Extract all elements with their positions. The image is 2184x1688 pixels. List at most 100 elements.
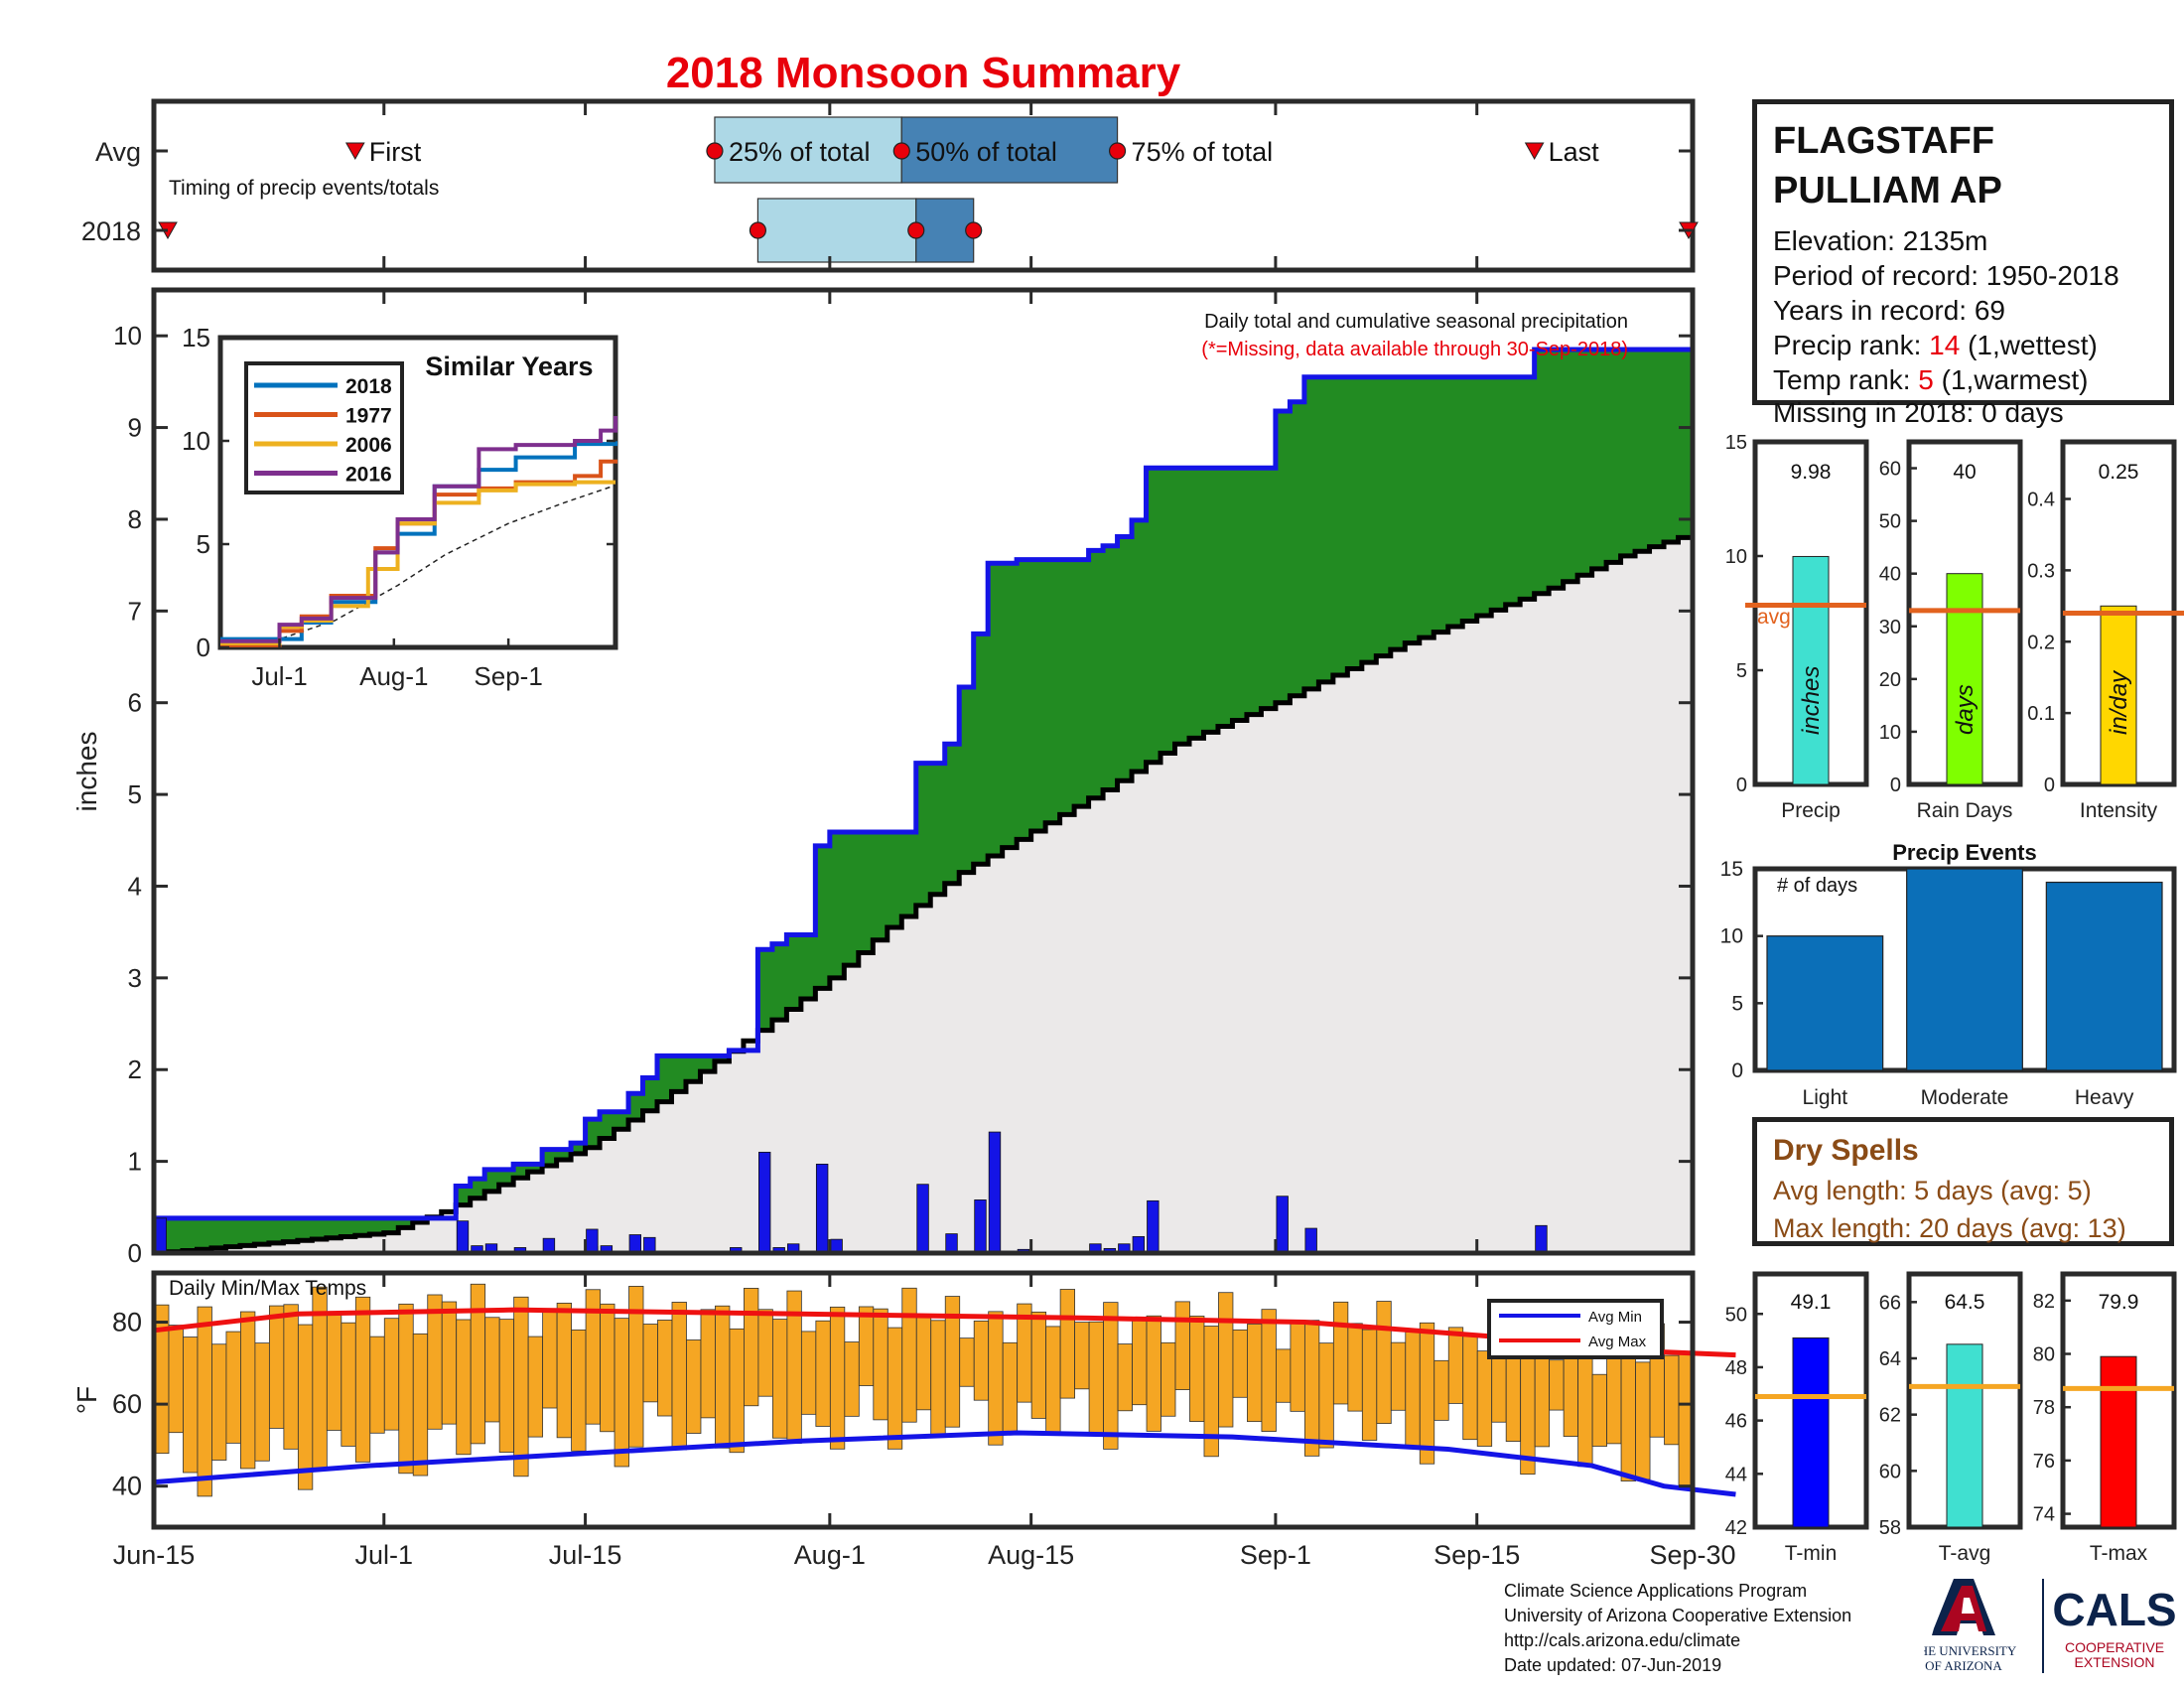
precip-rank-value: 14	[1929, 330, 1961, 360]
events-bar-Heavy	[2045, 881, 2163, 1071]
precip-ytick-label: 6	[128, 688, 142, 718]
dry-spells-max-length: Max length: 20 days (avg: 13)	[1773, 1213, 2126, 1243]
legend-label-avg-min: Avg Min	[1588, 1309, 1642, 1326]
timing-avg-last-marker	[1524, 142, 1545, 161]
tmean-bar-T-min	[1792, 1336, 1830, 1528]
mini-value-label-0: 9.98	[1791, 461, 1832, 484]
date-axis-tick-label: Sep-1	[1240, 1540, 1311, 1570]
daily-temp-bar	[542, 1311, 558, 1409]
daily-temp-bar	[183, 1336, 199, 1474]
events-ytick-label: 15	[1720, 858, 1743, 881]
precip-ytick-label: 5	[128, 779, 142, 809]
station-precip-rank: Precip rank: 14 (1,wettest)	[1773, 328, 2153, 362]
daily-temp-bar	[1002, 1341, 1019, 1435]
daily-temp-bar	[1419, 1322, 1435, 1465]
mini-ytick-label: 60	[1879, 459, 1901, 481]
temp-rank-value: 5	[1918, 364, 1934, 395]
mini-avg-label: avg	[1757, 606, 1791, 629]
date-axis-tick-label: Jul-15	[549, 1540, 622, 1570]
events-bar-Moderate	[1906, 868, 2023, 1071]
university-of-arizona-logo: THE UNIVERSITY OF ARIZONA	[1911, 1579, 2017, 1673]
tmean-ytick-label: 74	[2033, 1504, 2055, 1526]
daily-temp-bar	[1059, 1289, 1076, 1399]
daily-temp-bar	[829, 1306, 846, 1450]
daily-temp-bar	[1103, 1302, 1119, 1450]
inset-average-line	[219, 485, 616, 648]
credits-line4: Date updated: 07-Jun-2019	[1504, 1655, 1722, 1675]
daily-temp-bar	[686, 1339, 702, 1434]
daily-temp-bar	[1433, 1359, 1449, 1421]
tmean-value-label-1: 64.5	[1945, 1291, 1985, 1314]
tmean-bar-T-max	[2100, 1355, 2137, 1528]
daily-temp-bar	[973, 1320, 990, 1401]
daily-temp-bar	[283, 1304, 299, 1450]
inset-ytick-label: 5	[197, 529, 210, 559]
daily-temp-bar	[729, 1328, 745, 1454]
daily-temp-bar	[254, 1342, 270, 1462]
daily-temp-bar	[744, 1288, 759, 1407]
temp-means-panels: 42 44 46 48 50 49.1 T-min 58 60 62 64 66 64.5 T-avg 74…	[1725, 1271, 2177, 1565]
daily-temp-bar	[858, 1306, 875, 1386]
mini-ytick-label: 30	[1879, 617, 1901, 638]
daily-precip-bar	[974, 1199, 987, 1254]
legend-label-avg-max: Avg Max	[1588, 1334, 1647, 1350]
inset-series-2018	[220, 441, 617, 641]
tmean-ytick-label: 66	[1879, 1292, 1901, 1314]
daily-precip-bar	[916, 1184, 929, 1254]
daily-temp-bar	[1376, 1301, 1392, 1425]
inset-title: Similar Years	[425, 352, 593, 381]
daily-temp-bar	[671, 1302, 687, 1451]
daily-temp-bar	[1247, 1324, 1263, 1423]
inset-ytick-label: 15	[182, 323, 210, 352]
daily-temp-bar	[715, 1305, 731, 1449]
daily-precip-bar	[1276, 1196, 1289, 1254]
mini-ytick-label: 20	[1879, 669, 1901, 691]
cumulative-2018-line	[154, 338, 1696, 1221]
mini-ytick-label: 50	[1879, 511, 1901, 533]
daily-temp-bar	[1520, 1338, 1536, 1476]
dry-spells-title: Dry Spells	[1773, 1134, 1919, 1167]
tmean-ytick-label: 78	[2033, 1397, 2055, 1419]
temps-ytick-label: 60	[112, 1389, 142, 1419]
cals-sub-2: EXTENSION	[2075, 1654, 2155, 1670]
daily-temp-bar	[1332, 1301, 1349, 1405]
figure-title: 2018 Monsoon Summary	[666, 49, 1181, 97]
precip-rank-label: Precip rank:	[1773, 330, 1930, 360]
credits-line2: University of Arizona Cooperative Extens…	[1504, 1606, 1852, 1625]
tmean-ytick-label: 82	[2033, 1291, 2055, 1313]
tmean-ytick-label: 44	[1725, 1464, 1747, 1485]
dry-spells-box: Dry Spells Avg length: 5 days (avg: 5) M…	[1752, 1117, 2174, 1246]
precip-ytick-label: 7	[128, 596, 142, 626]
timing-avg-box-25-50	[714, 116, 902, 184]
precip-missing-annotation: (*=Missing, data available through 30-Se…	[1201, 339, 1628, 360]
daily-precip-bar	[456, 1220, 470, 1254]
inset-legend-label-2006: 2006	[345, 434, 392, 457]
daily-temp-bar	[600, 1303, 615, 1433]
daily-temp-bar	[1261, 1309, 1277, 1432]
daily-temp-bar	[1088, 1321, 1104, 1436]
daily-precip-bar	[1147, 1199, 1160, 1254]
daily-temp-bar	[225, 1331, 241, 1444]
daily-temp-bar	[1074, 1322, 1090, 1390]
daily-temp-bar	[901, 1287, 917, 1423]
daily-temp-bar	[844, 1341, 860, 1417]
station-years: Years in record: 69	[1773, 295, 2005, 326]
inset-series-2016	[220, 416, 617, 643]
mini-ytick-label: 10	[1879, 722, 1901, 744]
daily-temp-bar	[1132, 1320, 1148, 1406]
daily-temp-bar	[383, 1318, 400, 1431]
tmean-ytick-label: 50	[1725, 1304, 1747, 1326]
daily-temp-bar	[1549, 1359, 1565, 1411]
station-period: Period of record: 1950-2018	[1773, 260, 2119, 291]
daily-temp-bar	[1405, 1332, 1421, 1450]
events-category-label: Light	[1803, 1086, 1848, 1109]
daily-temp-bar	[240, 1311, 256, 1470]
daily-precip-bar	[988, 1131, 1002, 1254]
inset-legend-label-2016: 2016	[345, 464, 392, 487]
date-axis-tick-label: Aug-1	[794, 1540, 866, 1570]
timing-2018-p50-marker	[907, 221, 925, 239]
daily-temp-bar	[1218, 1292, 1234, 1428]
daily-temp-bar	[1146, 1315, 1161, 1432]
station-name-line1: FLAGSTAFF	[1773, 120, 1995, 162]
